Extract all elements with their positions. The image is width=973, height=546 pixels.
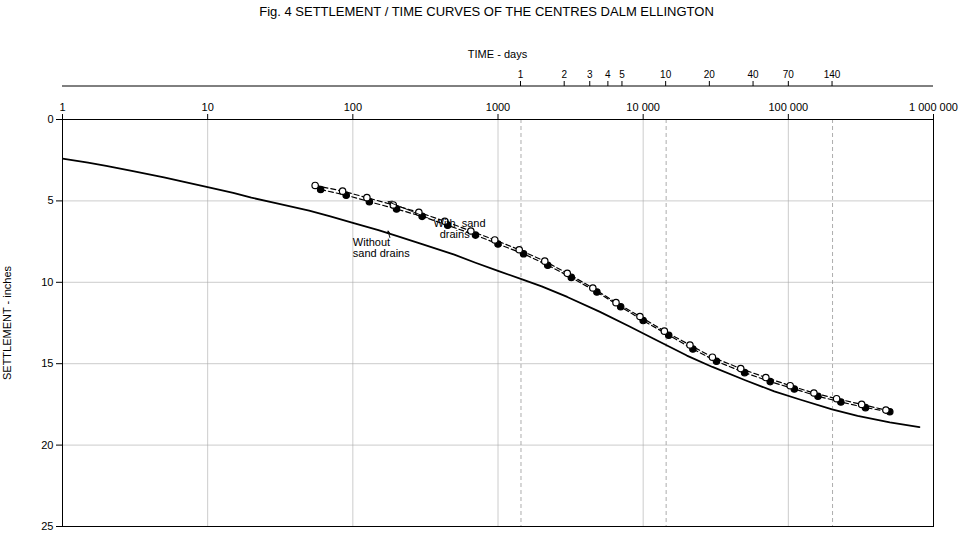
svg-text:0: 0 xyxy=(47,113,53,125)
svg-text:70: 70 xyxy=(783,69,795,80)
svg-text:100: 100 xyxy=(344,101,362,113)
svg-text:140: 140 xyxy=(824,69,841,80)
svg-text:Withoutsand drains: Withoutsand drains xyxy=(353,236,410,259)
svg-text:15: 15 xyxy=(41,357,53,369)
svg-text:10 000: 10 000 xyxy=(626,101,660,113)
svg-text:100 000: 100 000 xyxy=(768,101,808,113)
svg-text:4: 4 xyxy=(605,69,611,80)
svg-text:25: 25 xyxy=(41,520,53,532)
svg-text:TIME - days: TIME - days xyxy=(468,48,528,60)
svg-text:With sand drains: With sand drains xyxy=(434,217,486,240)
svg-text:40: 40 xyxy=(747,69,759,80)
svg-text:5: 5 xyxy=(47,194,53,206)
svg-text:10: 10 xyxy=(660,69,672,80)
svg-text:10: 10 xyxy=(202,101,214,113)
svg-text:20: 20 xyxy=(41,439,53,451)
svg-text:3: 3 xyxy=(587,69,593,80)
svg-text:20: 20 xyxy=(704,69,716,80)
svg-text:SETTLEMENT - inches: SETTLEMENT - inches xyxy=(1,265,13,380)
svg-text:5: 5 xyxy=(619,69,625,80)
svg-text:1: 1 xyxy=(59,101,65,113)
svg-text:1000: 1000 xyxy=(486,101,510,113)
svg-text:10: 10 xyxy=(41,276,53,288)
svg-text:1 000 000: 1 000 000 xyxy=(909,101,958,113)
svg-text:1: 1 xyxy=(518,69,524,80)
svg-text:2: 2 xyxy=(561,69,567,80)
html-text:Fig. 4 SETTLEMENT / TIME CURVE: Fig. 4 SETTLEMENT / TIME CURVES OF THE C… xyxy=(259,4,714,19)
